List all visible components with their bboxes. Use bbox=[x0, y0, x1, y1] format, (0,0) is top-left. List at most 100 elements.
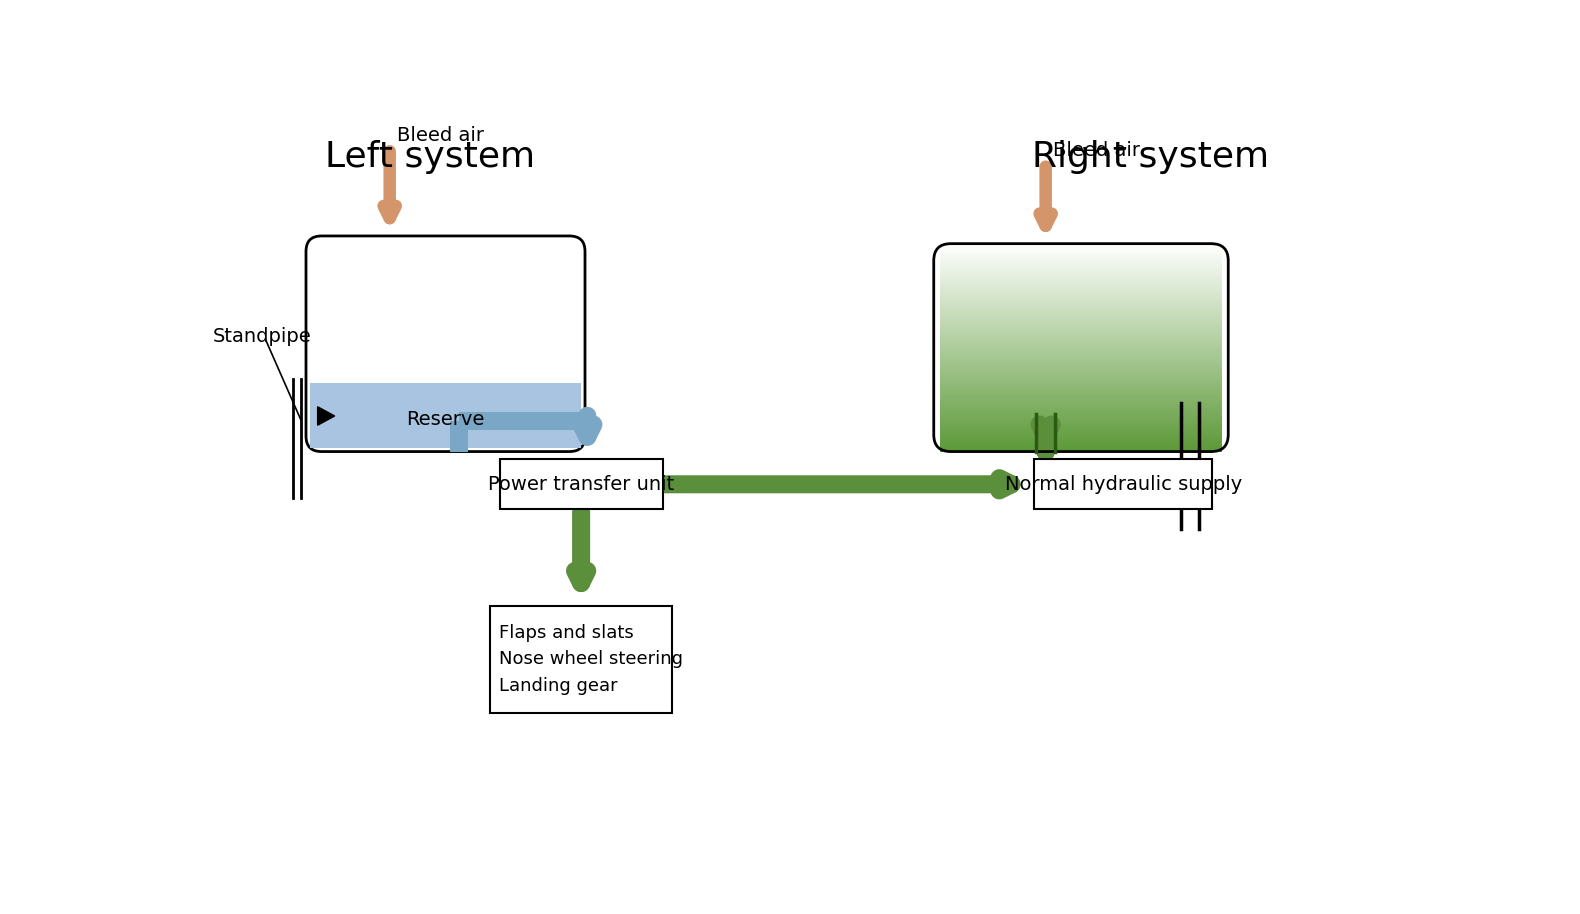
Bar bbox=[940, 306, 1221, 310]
Bar bbox=[940, 320, 1221, 324]
Text: Power transfer unit: Power transfer unit bbox=[488, 474, 675, 494]
Bar bbox=[940, 365, 1221, 368]
Bar bbox=[940, 368, 1221, 372]
Bar bbox=[940, 414, 1221, 417]
Bar bbox=[940, 445, 1221, 448]
Bar bbox=[940, 345, 1221, 347]
Bar bbox=[940, 353, 1221, 356]
Bar bbox=[940, 301, 1221, 304]
Bar bbox=[940, 308, 1221, 312]
Bar bbox=[940, 285, 1221, 289]
Bar bbox=[940, 249, 1221, 252]
Text: Reserve: Reserve bbox=[406, 409, 485, 429]
Bar bbox=[940, 304, 1221, 308]
Bar bbox=[940, 349, 1221, 353]
Bar bbox=[940, 367, 1221, 370]
Polygon shape bbox=[318, 407, 335, 425]
Bar bbox=[940, 299, 1221, 303]
Bar bbox=[940, 430, 1221, 432]
Bar bbox=[940, 291, 1221, 294]
Bar bbox=[940, 372, 1221, 376]
Bar bbox=[940, 248, 1221, 250]
Bar bbox=[1033, 459, 1212, 509]
Bar bbox=[940, 341, 1221, 345]
Bar bbox=[940, 265, 1221, 268]
Bar bbox=[940, 329, 1221, 332]
Bar bbox=[940, 287, 1221, 291]
Bar bbox=[940, 405, 1221, 409]
Bar bbox=[940, 419, 1221, 422]
Bar bbox=[940, 270, 1221, 273]
Bar bbox=[940, 403, 1221, 407]
Bar bbox=[940, 242, 1221, 245]
Text: Left system: Left system bbox=[325, 140, 536, 174]
Bar bbox=[940, 279, 1221, 282]
Bar bbox=[940, 381, 1221, 384]
Bar bbox=[940, 398, 1221, 401]
Bar bbox=[940, 281, 1221, 283]
Bar bbox=[940, 250, 1221, 254]
Bar bbox=[940, 391, 1221, 394]
Bar bbox=[940, 310, 1221, 313]
Bar bbox=[940, 268, 1221, 271]
Bar bbox=[940, 443, 1221, 446]
Bar bbox=[940, 343, 1221, 345]
Bar bbox=[940, 358, 1221, 361]
Bar bbox=[940, 441, 1221, 444]
Text: Nose wheel steering: Nose wheel steering bbox=[499, 651, 684, 668]
Bar bbox=[940, 296, 1221, 299]
Bar bbox=[940, 410, 1221, 413]
Bar bbox=[940, 379, 1221, 382]
Bar bbox=[940, 334, 1221, 337]
Bar bbox=[499, 459, 662, 509]
Bar bbox=[940, 244, 1221, 247]
Bar bbox=[940, 271, 1221, 275]
Bar bbox=[940, 399, 1221, 403]
Bar bbox=[940, 395, 1221, 398]
Text: Flaps and slats: Flaps and slats bbox=[499, 623, 634, 642]
Bar bbox=[940, 434, 1221, 438]
Bar bbox=[940, 294, 1221, 297]
Text: Right system: Right system bbox=[1032, 140, 1269, 174]
FancyBboxPatch shape bbox=[307, 236, 585, 452]
Bar bbox=[940, 356, 1221, 360]
Bar bbox=[940, 332, 1221, 335]
Bar bbox=[940, 318, 1221, 322]
Bar bbox=[940, 447, 1221, 450]
Bar bbox=[940, 360, 1221, 363]
Bar bbox=[940, 322, 1221, 325]
Bar bbox=[940, 424, 1221, 428]
Text: Bleed air: Bleed air bbox=[1054, 142, 1141, 161]
Bar bbox=[940, 431, 1221, 434]
Bar bbox=[940, 432, 1221, 436]
Bar bbox=[940, 364, 1221, 367]
Bar bbox=[940, 331, 1221, 334]
Bar bbox=[940, 303, 1221, 306]
Bar bbox=[940, 376, 1221, 378]
Bar bbox=[940, 422, 1221, 426]
Bar bbox=[940, 407, 1221, 410]
Bar bbox=[940, 327, 1221, 330]
Bar bbox=[940, 256, 1221, 260]
Bar bbox=[940, 436, 1221, 440]
Bar bbox=[940, 348, 1221, 351]
Bar bbox=[940, 401, 1221, 405]
Bar bbox=[940, 426, 1221, 429]
Bar bbox=[940, 420, 1221, 424]
Bar bbox=[940, 260, 1221, 262]
Bar bbox=[940, 389, 1221, 393]
Bar bbox=[940, 273, 1221, 277]
Bar bbox=[940, 324, 1221, 327]
Text: Standpipe: Standpipe bbox=[213, 326, 311, 345]
Bar bbox=[940, 246, 1221, 249]
Bar bbox=[940, 370, 1221, 374]
Bar bbox=[940, 261, 1221, 264]
Bar bbox=[940, 397, 1221, 399]
Bar bbox=[940, 277, 1221, 280]
Bar bbox=[940, 315, 1221, 318]
Bar bbox=[940, 316, 1221, 320]
Bar bbox=[940, 346, 1221, 349]
Bar bbox=[940, 337, 1221, 341]
Text: Landing gear: Landing gear bbox=[499, 677, 618, 696]
Bar bbox=[940, 386, 1221, 389]
